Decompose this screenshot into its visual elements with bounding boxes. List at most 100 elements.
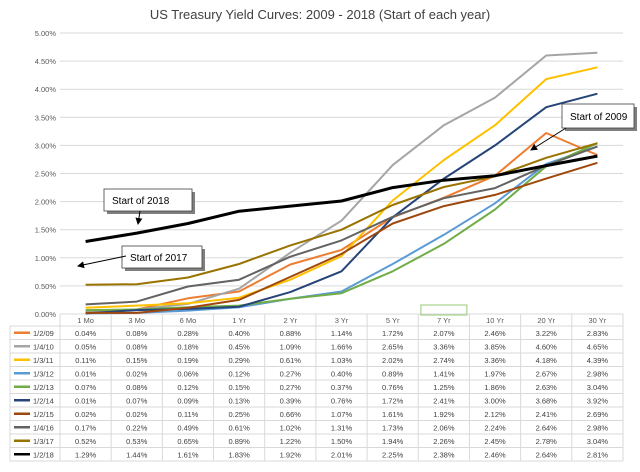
callout-label: Start of 2018: [112, 196, 170, 207]
table-cell: 0.12%: [228, 369, 250, 378]
table-cell: 2.24%: [484, 423, 506, 432]
table-cell: 2.65%: [382, 342, 404, 351]
table-cell: 0.19%: [177, 356, 199, 365]
table-cell: 0.29%: [228, 356, 250, 365]
table-cell: 2.46%: [484, 329, 506, 338]
y-tick-label: 3.50%: [35, 113, 57, 122]
table-cell: 0.12%: [177, 383, 199, 392]
table-cell: 0.49%: [177, 423, 199, 432]
table-cell: 4.18%: [536, 356, 558, 365]
series-line-1/2/15: [85, 161, 598, 314]
x-tick-label: 2 Yr: [284, 316, 298, 325]
series-name: 1/2/15: [33, 410, 54, 419]
table-cell: 2.64%: [536, 450, 558, 459]
table-cell: 1.73%: [382, 423, 404, 432]
table-cell: 0.76%: [331, 396, 353, 405]
table-cell: 3.00%: [484, 396, 506, 405]
table-cell: 2.25%: [382, 450, 404, 459]
x-tick-label: 3 Yr: [335, 316, 349, 325]
table-cell: 0.08%: [126, 383, 148, 392]
table-cell: 3.36%: [484, 356, 506, 365]
table-cell: 1.83%: [228, 450, 250, 459]
callout-arrow: [77, 255, 127, 269]
table-cell: 4.39%: [587, 356, 609, 365]
table-cell: 1.22%: [280, 437, 302, 446]
table-cell: 0.65%: [177, 437, 199, 446]
table-cell: 1.86%: [484, 383, 506, 392]
callout-label: Start of 2017: [130, 253, 188, 264]
table-cell: 1.25%: [433, 383, 455, 392]
table-cell: 0.05%: [75, 342, 97, 351]
table-cell: 0.01%: [75, 369, 97, 378]
table-cell: 2.46%: [484, 450, 506, 459]
table-cell: 3.92%: [587, 396, 609, 405]
series-name: 1/4/10: [33, 342, 54, 351]
table-cell: 0.27%: [280, 383, 302, 392]
table-cell: 2.01%: [331, 450, 353, 459]
callout-arrow: [530, 127, 567, 151]
table-cell: 2.98%: [587, 369, 609, 378]
series-name: 1/2/13: [33, 383, 54, 392]
series-name: 1/4/16: [33, 423, 54, 432]
table-cell: 0.28%: [177, 329, 199, 338]
data-table: 1 Mo 3 Mo 6 Mo 1 Yr 2 Yr 3 Yr 5 Yr 7 Yr 10 Yr 20 …: [9, 304, 624, 462]
x-tick-label: 10 Yr: [486, 316, 504, 325]
series-line-1/2/09: [85, 132, 598, 313]
table-cell: 2.98%: [587, 423, 609, 432]
table-cell: 1.92%: [280, 450, 302, 459]
table-cell: 2.06%: [433, 423, 455, 432]
table-cell: 0.25%: [228, 410, 250, 419]
table-cell: 0.11%: [178, 410, 199, 419]
table-cell: 0.40%: [228, 329, 250, 338]
table-cell: 2.74%: [433, 356, 455, 365]
series-lines: [85, 51, 598, 315]
series-line-1/3/11: [85, 66, 598, 309]
selection-box: [420, 304, 468, 316]
table-cell: 0.02%: [126, 410, 148, 419]
table-cell: 0.04%: [75, 329, 97, 338]
table-cell: 0.07%: [126, 396, 148, 405]
table-cell: 0.08%: [126, 342, 148, 351]
table-cell: 0.01%: [75, 396, 97, 405]
y-tick-label: 4.00%: [35, 85, 57, 94]
series-line-1/3/17: [85, 142, 598, 286]
table-cell: 2.26%: [433, 437, 455, 446]
table-cell: 0.88%: [280, 329, 302, 338]
table-cell: 2.81%: [587, 450, 609, 459]
table-cell: 2.67%: [536, 369, 558, 378]
table-cell: 1.03%: [331, 356, 353, 365]
callout-box: [561, 103, 635, 129]
y-tick-label: 2.00%: [35, 198, 57, 207]
table-cell: 1.72%: [382, 329, 404, 338]
series-line-1/2/18: [85, 154, 598, 243]
table-cell: 0.07%: [75, 383, 97, 392]
table-cell: 0.22%: [126, 423, 148, 432]
table-cell: 2.63%: [536, 383, 558, 392]
table-cell: 1.97%: [484, 369, 506, 378]
table-cell: 0.02%: [126, 369, 148, 378]
table-cell: 3.68%: [536, 396, 558, 405]
table-cell: 0.52%: [75, 437, 97, 446]
table-cell: 2.38%: [433, 450, 455, 459]
x-tick-label: 20 Yr: [537, 316, 555, 325]
series-name: 1/2/14: [33, 396, 54, 405]
table-cell: 1.94%: [382, 437, 404, 446]
x-tick-label: 3 Mo: [128, 316, 145, 325]
table-cell: 0.15%: [126, 356, 148, 365]
table-cell: 1.50%: [331, 437, 353, 446]
table-cell: 0.89%: [382, 369, 404, 378]
table-cell: 3.85%: [484, 342, 506, 351]
table-cell: 1.61%: [177, 450, 199, 459]
y-tick-label: 1.00%: [35, 254, 57, 263]
x-tick-label: 1 Mo: [77, 316, 94, 325]
table-cell: 0.76%: [382, 383, 404, 392]
chart-title: US Treasury Yield Curves: 2009 - 2018 (S…: [150, 7, 490, 22]
series-name: 1/3/11: [33, 356, 53, 365]
x-tick-label: 1 Yr: [232, 316, 246, 325]
callout-box: [103, 188, 193, 212]
table-cell: 1.44%: [126, 450, 148, 459]
table-cell: 1.29%: [75, 450, 97, 459]
table-cell: 0.17%: [75, 423, 97, 432]
table-cell: 2.64%: [536, 423, 558, 432]
